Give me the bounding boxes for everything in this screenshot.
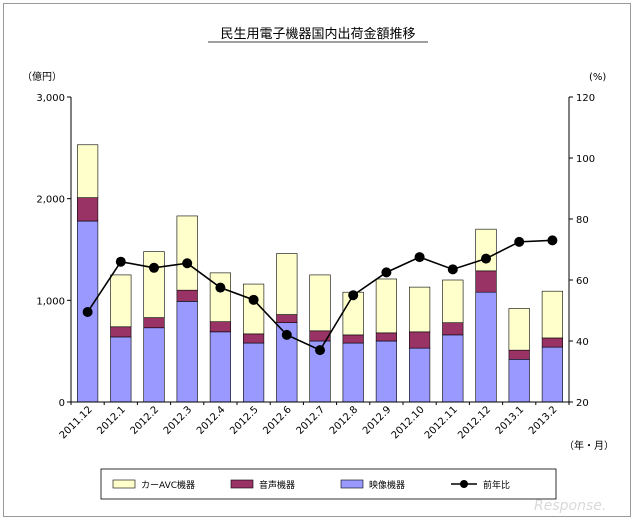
bar-segment-0-2 bbox=[143, 327, 165, 403]
right-tick-label-3: 80 bbox=[576, 215, 589, 226]
x-tick-label-10: 2012.10 bbox=[390, 404, 427, 441]
x-tick-label-2: 2012.2 bbox=[129, 404, 162, 437]
bar-segment-2-5 bbox=[243, 283, 265, 335]
watermark: Response. bbox=[534, 498, 606, 514]
legend-label-line: 前年比 bbox=[483, 479, 510, 491]
bar-segment-2-3 bbox=[176, 215, 198, 291]
bar-segment-0-8 bbox=[342, 342, 364, 403]
yoy-point-11 bbox=[447, 264, 458, 275]
bar-segment-2-10 bbox=[409, 286, 431, 333]
bar-segment-1-12 bbox=[475, 270, 497, 293]
yoy-point-10 bbox=[414, 252, 425, 263]
bar-segment-1-8 bbox=[342, 334, 364, 344]
yoy-point-3 bbox=[182, 258, 193, 269]
bar-segment-0-3 bbox=[176, 301, 198, 403]
x-tick-label-8: 2012.8 bbox=[328, 404, 361, 437]
legend-line-marker bbox=[460, 480, 468, 488]
right-tick-label-1: 40 bbox=[576, 337, 589, 348]
left-tick-label-1: 1,000 bbox=[36, 296, 65, 307]
bar-segment-2-4 bbox=[209, 272, 231, 322]
bar-segment-2-0 bbox=[77, 144, 99, 198]
bar-segment-1-9 bbox=[375, 332, 397, 342]
right-tick-label-5: 120 bbox=[576, 93, 595, 104]
x-tick-label-7: 2012.7 bbox=[295, 404, 328, 437]
yoy-point-1 bbox=[115, 256, 126, 267]
yoy-point-2 bbox=[149, 262, 159, 273]
legend: カーAVC機器 音声機器 映像機器 前年比 bbox=[100, 468, 557, 500]
yoy-point-5 bbox=[248, 294, 259, 305]
bar-segment-0-4 bbox=[209, 331, 231, 403]
bar-segment-0-14 bbox=[541, 346, 563, 403]
legend-swatch-1 bbox=[230, 479, 254, 489]
x-tick-label-3: 2012.3 bbox=[162, 404, 195, 437]
bar-segment-2-14 bbox=[541, 290, 563, 339]
chart: 民生用電子機器国内出荷金額推移 （億円） (%) （年・月） 0 1,000 2,0… bbox=[22, 26, 614, 514]
x-tick-label-12: 2012.12 bbox=[456, 404, 493, 441]
legend-label-0: 映像機器 bbox=[369, 479, 405, 491]
bar-segment-1-13 bbox=[508, 349, 530, 360]
bar-segment-1-1 bbox=[110, 326, 132, 338]
bar-segment-1-4 bbox=[209, 321, 231, 333]
right-tick-label-2: 60 bbox=[576, 276, 589, 287]
legend-swatch-0 bbox=[340, 479, 364, 489]
x-tick-label-6: 2012.6 bbox=[261, 404, 294, 437]
bar-segment-2-12 bbox=[475, 228, 497, 272]
yoy-point-6 bbox=[281, 329, 292, 340]
bar-segment-0-12 bbox=[475, 291, 497, 403]
x-tick-label-0: 2011.12 bbox=[58, 404, 95, 441]
x-tick-label-13: 2013.1 bbox=[494, 404, 527, 437]
legend-swatch-2 bbox=[112, 479, 136, 489]
bar-segment-2-11 bbox=[442, 279, 464, 324]
yoy-point-13 bbox=[514, 236, 525, 247]
legend-label-2: カーAVC機器 bbox=[141, 479, 195, 491]
bar-segment-1-11 bbox=[442, 322, 464, 336]
bar-segment-1-3 bbox=[176, 289, 198, 302]
left-axis-unit: （億円） bbox=[22, 70, 62, 83]
chart-frame: 民生用電子機器国内出荷金額推移 （億円） (%) （年・月） 0 1,000 2,0… bbox=[3, 3, 631, 517]
x-tick-label-9: 2012.9 bbox=[361, 404, 394, 437]
bar-segment-2-6 bbox=[276, 253, 298, 315]
chart-title: 民生用電子機器国内出荷金額推移 bbox=[220, 26, 415, 42]
yoy-point-9 bbox=[381, 267, 392, 278]
bar-segment-2-13 bbox=[508, 308, 530, 351]
bar-segment-0-10 bbox=[409, 347, 431, 403]
yoy-point-4 bbox=[215, 282, 226, 293]
bar-segment-0-5 bbox=[243, 342, 265, 403]
yoy-point-0 bbox=[82, 307, 93, 318]
right-tick-label-0: 20 bbox=[576, 398, 589, 409]
legend-label-1: 音声機器 bbox=[259, 479, 295, 491]
bar-segment-0-11 bbox=[442, 334, 464, 403]
x-tick-label-5: 2012.5 bbox=[228, 404, 261, 437]
bar-segment-2-2 bbox=[143, 251, 165, 318]
bar-segment-1-5 bbox=[243, 333, 265, 344]
bar-segment-1-14 bbox=[541, 337, 563, 348]
bar-segment-1-6 bbox=[276, 314, 298, 324]
bar-segment-2-7 bbox=[309, 274, 331, 332]
yoy-point-8 bbox=[348, 290, 359, 301]
x-axis-unit: （年・月） bbox=[564, 439, 614, 452]
right-axis-unit: (%) bbox=[589, 72, 606, 83]
left-tick-label-3: 3,000 bbox=[36, 93, 65, 104]
yoy-point-12 bbox=[481, 253, 491, 264]
right-tick-label-4: 100 bbox=[576, 154, 595, 165]
bar-segment-1-10 bbox=[409, 331, 431, 349]
bar-segment-1-0 bbox=[77, 197, 99, 222]
x-tick-label-14: 2013.2 bbox=[527, 404, 560, 437]
bar-segment-0-9 bbox=[375, 340, 397, 403]
yoy-point-14 bbox=[547, 235, 558, 246]
left-tick-label-2: 2,000 bbox=[36, 195, 65, 206]
bar-segment-2-9 bbox=[375, 278, 397, 334]
legend-box bbox=[100, 468, 557, 500]
bar-segment-0-13 bbox=[508, 358, 530, 403]
x-tick-label-1: 2012.1 bbox=[95, 404, 128, 437]
bar-segment-2-1 bbox=[110, 274, 132, 328]
left-tick-label-0: 0 bbox=[59, 398, 65, 409]
x-tick-label-4: 2012.4 bbox=[195, 404, 228, 437]
yoy-point-7 bbox=[315, 345, 325, 356]
x-tick-label-11: 2012.11 bbox=[423, 404, 460, 441]
bar-segment-1-2 bbox=[143, 317, 165, 329]
bar-segment-0-1 bbox=[110, 336, 132, 403]
